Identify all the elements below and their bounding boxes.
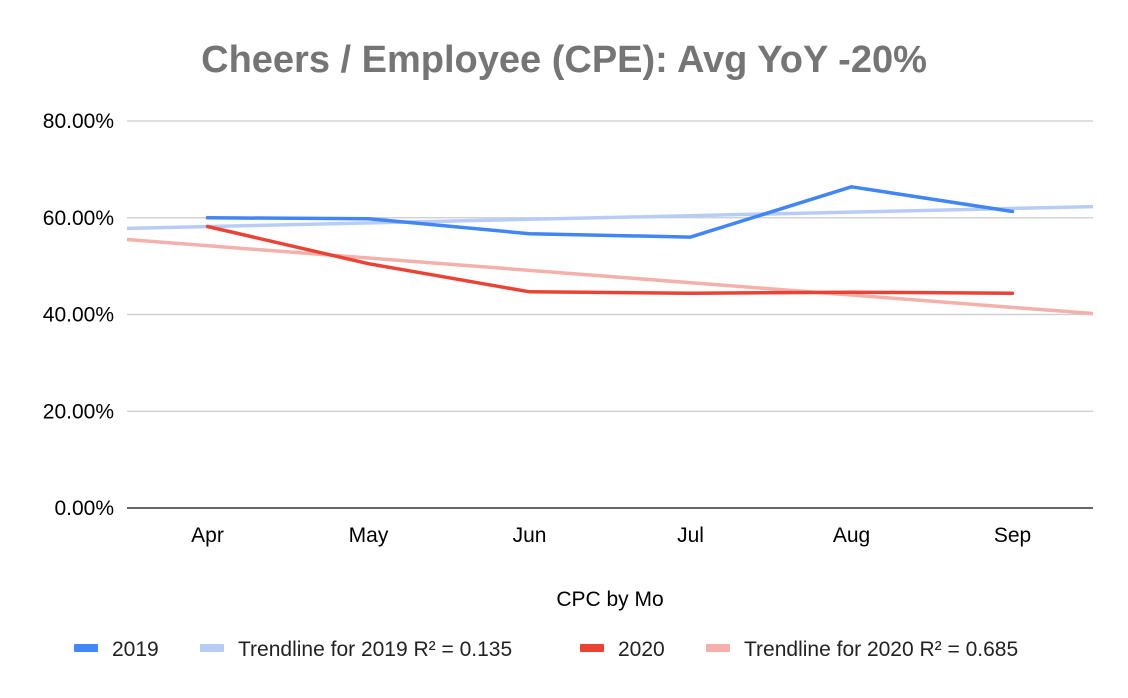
x-tick-label: May [349, 524, 389, 547]
x-tick-label: Jun [513, 524, 547, 547]
chart-title: Cheers / Employee (CPE): Avg YoY -20% [201, 39, 927, 81]
y-tick-label: 0.00% [54, 497, 114, 520]
series-lines [126, 185, 1094, 316]
x-axis-title: CPC by Mo [556, 588, 663, 611]
y-tick-label: 20.00% [43, 400, 114, 423]
x-axis-ticks: Apr May Jun Jul Aug Sep [191, 524, 1031, 547]
x-tick-label: Sep [994, 524, 1031, 547]
legend-label: 2020 [618, 638, 665, 661]
data-series-line [205, 224, 1015, 295]
legend-label: 2019 [112, 638, 159, 661]
legend-swatch [200, 644, 224, 652]
legend-swatch [580, 644, 604, 652]
x-tick-label: Jul [677, 524, 704, 547]
legend-label: Trendline for 2020 R² = 0.685 [744, 638, 1018, 661]
legend-label: Trendline for 2019 R² = 0.135 [238, 638, 512, 661]
y-tick-label: 40.00% [43, 304, 114, 327]
trendline-series [126, 204, 1094, 231]
legend-swatch [706, 644, 730, 652]
legend: 2019 Trendline for 2019 R² = 0.135 2020 Tre… [74, 638, 1018, 661]
x-tick-label: Apr [191, 524, 224, 547]
y-tick-label: 80.00% [43, 110, 114, 133]
y-tick-label: 60.00% [43, 207, 114, 230]
x-tick-label: Aug [833, 524, 870, 547]
legend-swatch [74, 644, 98, 652]
data-series-line [205, 185, 1015, 239]
y-axis-ticks: 0.00% 20.00% 40.00% 60.00% 80.00% [43, 110, 114, 520]
trendline-series [126, 237, 1094, 316]
gridlines [127, 120, 1093, 509]
